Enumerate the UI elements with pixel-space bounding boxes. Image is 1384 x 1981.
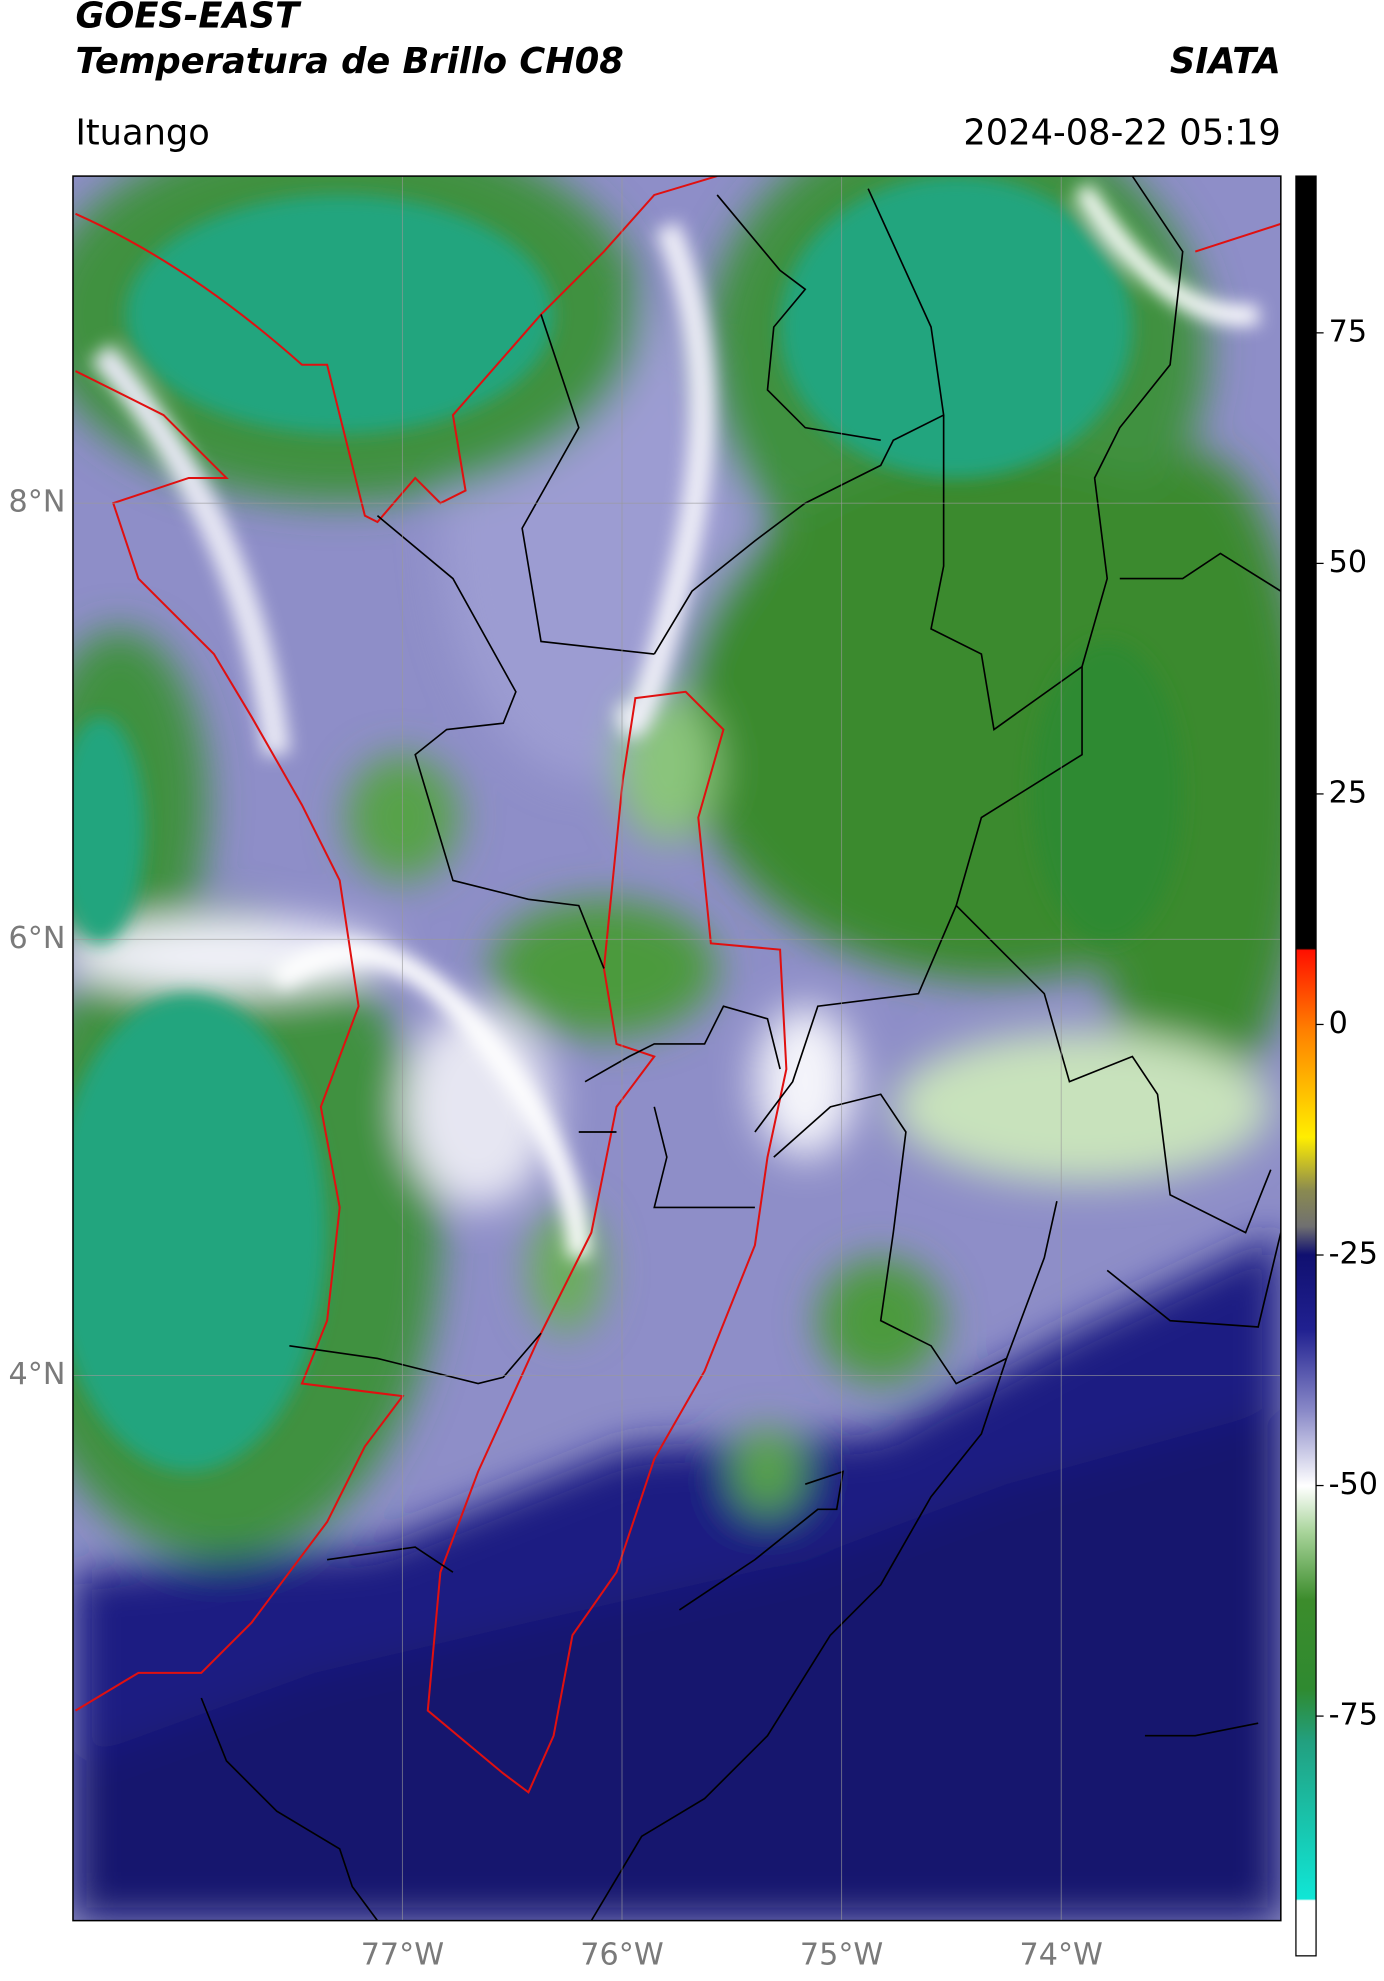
lon-tick-label: 74°W	[1020, 1937, 1103, 1972]
colorbar-tick-label: 0	[1329, 1006, 1348, 1041]
colorbar-tick-label: 25	[1329, 775, 1367, 810]
lat-tick-label: 8°N	[9, 485, 66, 520]
lon-tick-label: 77°W	[361, 1937, 444, 1972]
colorbar-tick-label: 50	[1329, 545, 1367, 580]
colorbar-tick-label: -25	[1329, 1237, 1378, 1272]
lon-tick-label: 75°W	[800, 1937, 883, 1972]
colorbar-tick-label: -75	[1329, 1698, 1378, 1733]
subtitle: Temperatura de Brillo CH08	[75, 41, 623, 82]
lat-tick-label: 4°N	[9, 1357, 66, 1392]
location: Ituango	[75, 113, 209, 154]
lon-tick-label: 76°W	[580, 1937, 663, 1972]
timestamp: 2024-08-22 05:19	[963, 113, 1280, 154]
graticule	[72, 176, 1281, 1921]
title: GOES-EAST	[75, 0, 302, 37]
source: SIATA	[1170, 41, 1281, 82]
colorbar-tick-label: 75	[1329, 314, 1367, 349]
satellite-image	[72, 176, 1281, 1921]
colorbar-tick-label: -50	[1329, 1467, 1378, 1502]
colorbar	[1295, 175, 1317, 1957]
lat-tick-label: 6°N	[9, 921, 66, 956]
map-frame	[72, 175, 1282, 1922]
